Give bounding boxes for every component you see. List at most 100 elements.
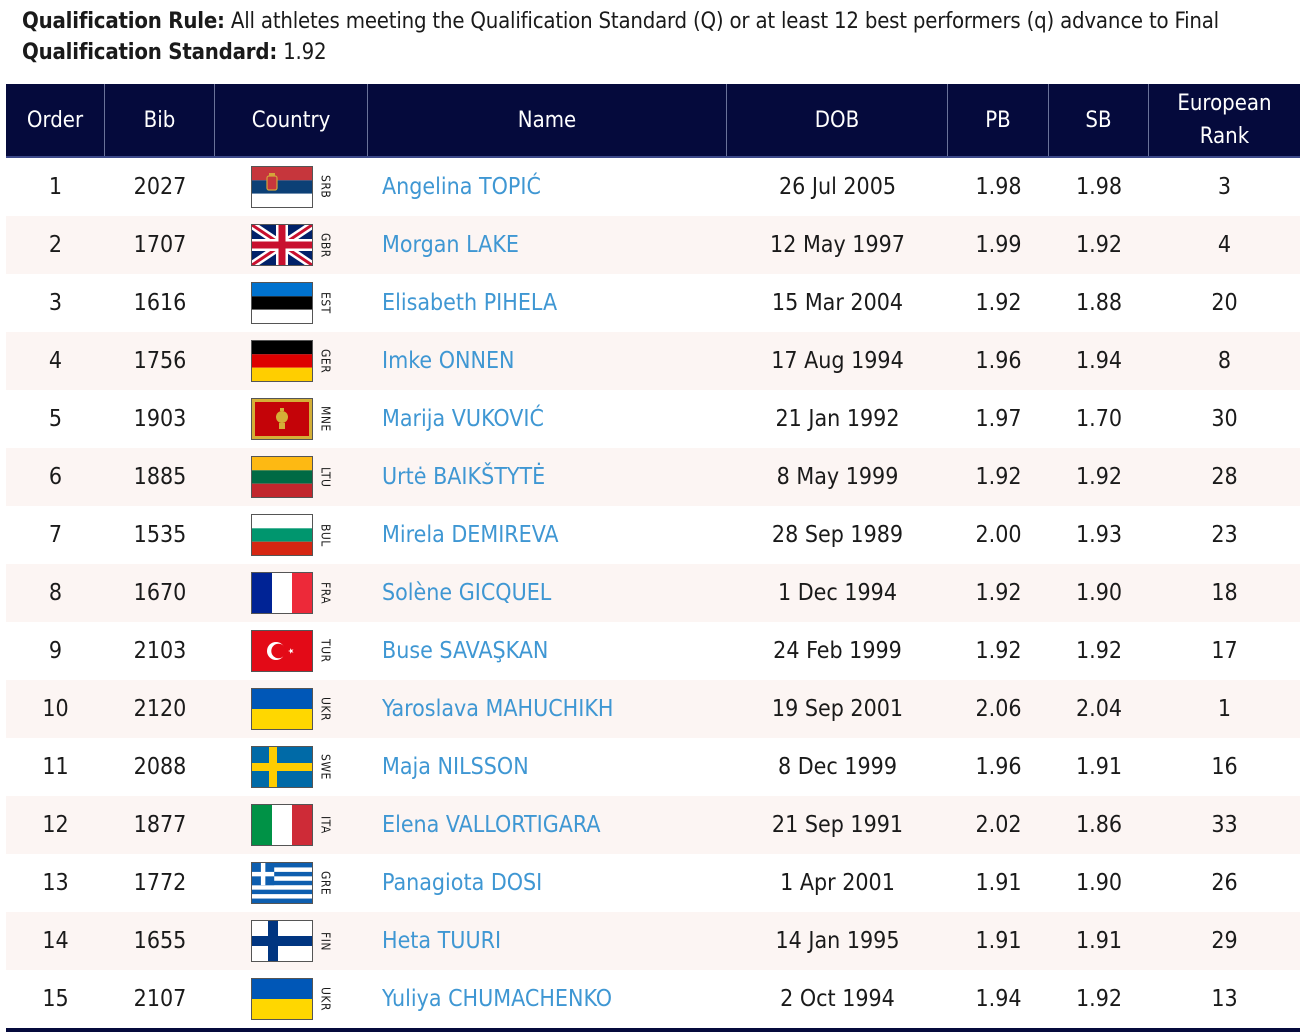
name-cell: Yuliya CHUMACHENKO — [368, 970, 727, 1028]
country-code: LTU — [318, 466, 333, 488]
ger-flag-icon — [250, 340, 313, 382]
dob-cell: 2 Oct 1994 — [780, 986, 895, 1012]
athlete-name-link[interactable]: Elena VALLORTIGARA — [382, 812, 601, 838]
order-cell: 1 — [48, 174, 63, 200]
mne-flag-icon — [250, 398, 313, 440]
athlete-name-link[interactable]: Urtė BAIKŠTYTĖ — [382, 464, 546, 490]
order-cell: 11 — [42, 754, 69, 780]
name-cell: Marija VUKOVIĆ — [368, 390, 727, 448]
ltu-flag-icon — [250, 456, 313, 498]
country-code: FRA — [318, 581, 333, 605]
athlete-name-link[interactable]: Elisabeth PIHELA — [382, 290, 558, 316]
fin-flag-icon — [250, 920, 313, 962]
country-cell: FRA — [215, 564, 368, 622]
pb-cell: 1.91 — [975, 928, 1022, 954]
country-cell: UKR — [215, 680, 368, 738]
pb-cell: 1.96 — [975, 754, 1022, 780]
order-cell: 15 — [42, 986, 69, 1012]
order-cell: 14 — [42, 928, 69, 954]
order-cell: 9 — [48, 638, 63, 664]
table-row: 6 1885 LTU Urtė BAIKŠTYTĖ 8 May 1999 1.92 1.92… — [6, 448, 1300, 506]
table-row: 12 1877 ITA Elena VALLORTIGARA 21 Sep 1991 2.… — [6, 796, 1300, 854]
athlete-name-link[interactable]: Solène GICQUEL — [382, 580, 552, 606]
bib-cell: 1616 — [133, 290, 187, 316]
table-row: 15 2107 UKR Yuliya CHUMACHENKO 2 Oct 1994 1.9… — [6, 970, 1300, 1028]
athlete-name-link[interactable]: Mirela DEMIREVA — [382, 522, 559, 548]
order-cell: 4 — [48, 348, 63, 374]
table-row: 13 1772 GRE Panagiota DOSI 1 Apr 2001 1.91 1.9… — [6, 854, 1300, 912]
european-rank-cell: 1 — [1217, 696, 1232, 722]
qualification-standard-value: 1.92 — [277, 40, 327, 65]
european-rank-cell: 4 — [1217, 232, 1232, 258]
country-cell: EST — [215, 274, 368, 332]
country-code: GER — [318, 348, 333, 374]
athlete-name-link[interactable]: Heta TUURI — [382, 928, 502, 954]
table-row: 14 1655 FIN Heta TUURI 14 Jan 1995 1.91 1.91 29 — [6, 912, 1300, 970]
order-cell: 10 — [42, 696, 69, 722]
athlete-name-link[interactable]: Maja NILSSON — [382, 754, 529, 780]
gbr-flag-icon — [250, 224, 313, 266]
athlete-name-link[interactable]: Marija VUKOVIĆ — [382, 406, 544, 432]
pb-cell: 2.02 — [975, 812, 1022, 838]
dob-cell: 8 May 1999 — [776, 464, 899, 490]
athlete-name-link[interactable]: Angelina TOPIĆ — [382, 174, 541, 200]
dob-cell: 15 Mar 2004 — [771, 290, 904, 316]
country-cell: UKR — [215, 970, 368, 1028]
pb-cell: 1.92 — [975, 290, 1022, 316]
sb-cell: 1.90 — [1075, 580, 1123, 606]
sb-cell: 1.86 — [1075, 812, 1123, 838]
dob-cell: 14 Jan 1995 — [775, 928, 900, 954]
european-rank-cell: 18 — [1211, 580, 1238, 606]
athlete-name-link[interactable]: Buse SAVAŞKAN — [382, 638, 549, 664]
athlete-name-link[interactable]: Panagiota DOSI — [382, 870, 543, 896]
name-cell: Morgan LAKE — [368, 216, 727, 274]
country-cell: GBR — [215, 216, 368, 274]
qualification-rule-text: All athletes meeting the Qualification S… — [224, 9, 1219, 34]
european-rank-cell: 33 — [1211, 812, 1238, 838]
bib-cell: 1903 — [133, 406, 187, 432]
country-code: UKR — [318, 987, 333, 1011]
table-body: 1 2027 SRB Angelina TOPIĆ 26 Jul 2005 1.98 1.9… — [6, 158, 1300, 1028]
country-cell: FIN — [215, 912, 368, 970]
column-header-country: Country — [215, 84, 368, 156]
name-cell: Solène GICQUEL — [368, 564, 727, 622]
column-header-name: Name — [368, 84, 727, 156]
european-rank-cell: 8 — [1217, 348, 1232, 374]
athlete-name-link[interactable]: Yaroslava MAHUCHIKH — [382, 696, 614, 722]
athlete-name-link[interactable]: Imke ONNEN — [382, 348, 515, 374]
european-rank-cell: 28 — [1211, 464, 1238, 490]
european-rank-cell: 13 — [1211, 986, 1238, 1012]
qualification-rule-line: Qualification Rule: All athletes meeting… — [22, 6, 1219, 37]
bib-cell: 1877 — [133, 812, 187, 838]
athlete-name-link[interactable]: Yuliya CHUMACHENKO — [382, 986, 613, 1012]
country-code: ITA — [318, 816, 333, 834]
pb-cell: 1.98 — [975, 174, 1022, 200]
country-code: UKR — [318, 697, 333, 721]
bib-cell: 2088 — [133, 754, 187, 780]
name-cell: Buse SAVAŞKAN — [368, 622, 727, 680]
table-row: 10 2120 UKR Yaroslava MAHUCHIKH 19 Sep 2001 2… — [6, 680, 1300, 738]
bib-cell: 1655 — [133, 928, 187, 954]
european-rank-cell: 16 — [1211, 754, 1238, 780]
bib-cell: 1885 — [133, 464, 187, 490]
table-bottom-border — [6, 1028, 1300, 1032]
name-cell: Heta TUURI — [368, 912, 727, 970]
bib-cell: 1535 — [133, 522, 187, 548]
athlete-name-link[interactable]: Morgan LAKE — [382, 232, 519, 258]
ita-flag-icon — [250, 804, 313, 846]
table-row: 4 1756 GER Imke ONNEN 17 Aug 1994 1.96 1.94 8 — [6, 332, 1300, 390]
pb-cell: 1.99 — [975, 232, 1022, 258]
country-code: GBR — [318, 232, 333, 258]
order-cell: 7 — [48, 522, 63, 548]
dob-cell: 19 Sep 2001 — [771, 696, 904, 722]
pb-cell: 1.92 — [975, 580, 1022, 606]
bib-cell: 1756 — [133, 348, 187, 374]
country-cell: LTU — [215, 448, 368, 506]
column-header-pb: PB — [948, 84, 1049, 156]
name-cell: Angelina TOPIĆ — [368, 158, 727, 216]
pb-cell: 1.94 — [975, 986, 1022, 1012]
country-cell: GRE — [215, 854, 368, 912]
dob-cell: 17 Aug 1994 — [771, 348, 904, 374]
order-cell: 2 — [48, 232, 63, 258]
table-row: 7 1535 BUL Mirela DEMIREVA 28 Sep 1989 2.00 1.… — [6, 506, 1300, 564]
